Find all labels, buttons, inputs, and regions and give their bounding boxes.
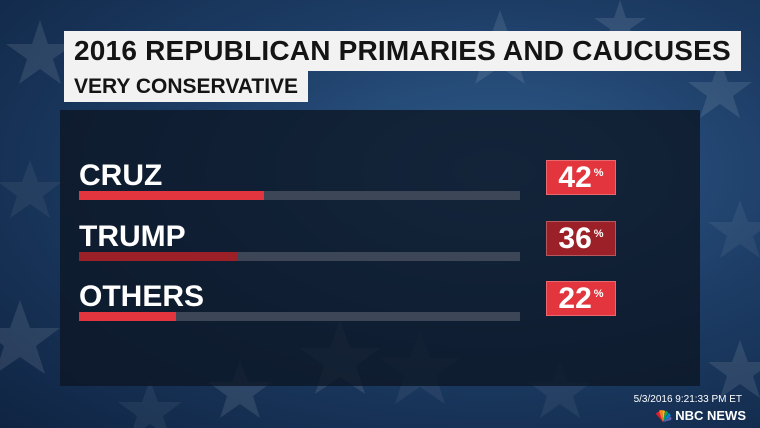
chart-subtitle: VERY CONSERVATIVE xyxy=(74,74,299,98)
bar-trump xyxy=(79,252,238,261)
brand-name: NBC NEWS xyxy=(675,408,746,423)
bar-label-cruz: CRUZ xyxy=(79,159,163,192)
value-label-cruz: 42 xyxy=(558,160,592,194)
bar-track-cruz xyxy=(79,191,520,200)
value-box-cruz: 42 % xyxy=(546,160,616,195)
bar-label-trump: TRUMP xyxy=(79,220,186,253)
bar-cruz xyxy=(79,191,265,200)
bar-track-others xyxy=(79,312,520,321)
value-label-others: 22 xyxy=(558,281,592,315)
subtitle-box: VERY CONSERVATIVE xyxy=(64,71,309,102)
brand-logo: NBC NEWS xyxy=(654,408,746,423)
bar-label-others: OTHERS xyxy=(79,280,205,313)
timestamp: 5/3/2016 9:21:33 PM ET xyxy=(633,394,742,405)
value-label-trump: 36 xyxy=(558,221,592,255)
bar-track-trump xyxy=(79,252,520,261)
peacock-icon xyxy=(656,409,672,422)
title-box: 2016 REPUBLICAN PRIMARIES AND CAUCUSES xyxy=(64,31,741,71)
chart-title: 2016 REPUBLICAN PRIMARIES AND CAUCUSES xyxy=(74,35,731,66)
percent-sign-cruz: % xyxy=(593,167,604,179)
value-box-others: 22 % xyxy=(546,281,616,316)
percent-sign-others: % xyxy=(593,288,604,300)
bar-others xyxy=(79,312,177,321)
percent-sign-trump: % xyxy=(593,228,604,240)
value-box-trump: 36 % xyxy=(546,221,616,256)
